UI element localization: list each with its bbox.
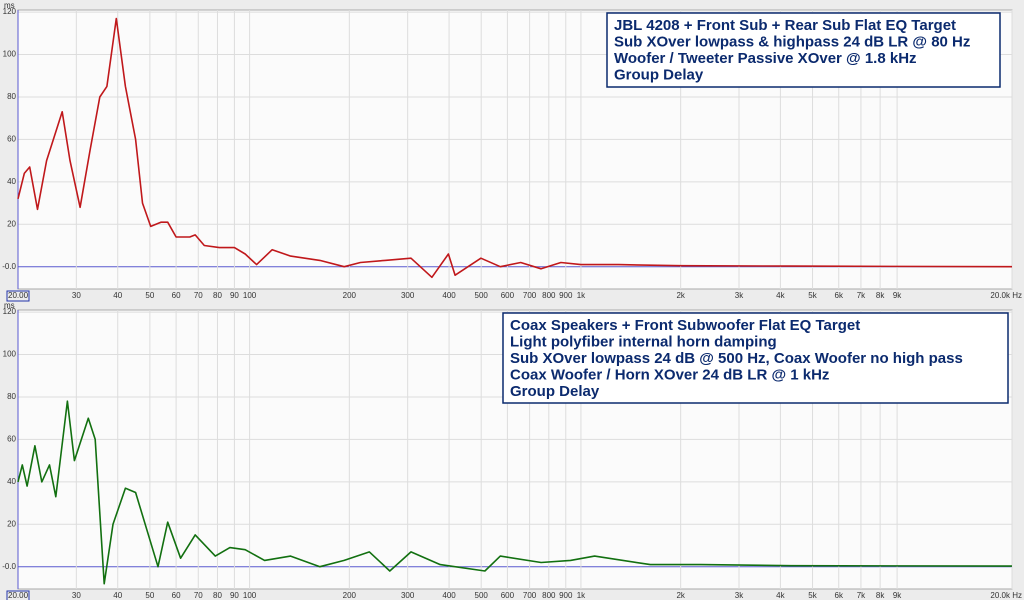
y-tick-label: 40 (7, 177, 16, 186)
annotation-box (502, 312, 1009, 404)
x-tick-label: 500 (475, 591, 489, 600)
annotation-line: Woofer / Tweeter Passive XOver @ 1.8 kHz (614, 50, 917, 67)
annotation-line: JBL 4208 + Front Sub + Rear Sub Flat EQ … (614, 17, 956, 34)
x-tick-label: 700 (523, 291, 537, 300)
annotation-line: Sub XOver lowpass 24 dB @ 500 Hz, Coax W… (510, 350, 963, 367)
annotation-line: Sub XOver lowpass & highpass 24 dB LR @ … (614, 34, 970, 51)
y-tick-label: 60 (7, 435, 16, 444)
x-tick-label: 6k (835, 591, 844, 600)
x-tick-label: 600 (501, 591, 515, 600)
x-tick-label: 9k (893, 291, 902, 300)
annotation-box (606, 12, 1001, 88)
x-tick-label: 4k (776, 591, 785, 600)
group-delay-line (17, 17, 1013, 279)
x-start-box (6, 590, 30, 600)
x-tick-label: 500 (475, 291, 489, 300)
annotation-line: Group Delay (614, 67, 704, 84)
x-start-box (6, 290, 30, 302)
x-tick-label: 40 (113, 591, 122, 600)
y-tick-label: 60 (7, 135, 16, 144)
x-tick-label: 1k (577, 591, 586, 600)
x-tick-label: 20.00 (8, 291, 29, 300)
x-tick-label: 50 (145, 291, 154, 300)
x-tick-label: 3k (735, 591, 744, 600)
y-tick-label: 20 (7, 219, 16, 228)
x-tick-label: 70 (194, 291, 203, 300)
annotation-line: Coax Speakers + Front Subwoofer Flat EQ … (510, 317, 860, 334)
y-tick-label: 120 (3, 7, 17, 16)
x-tick-label: 900 (559, 291, 573, 300)
x-tick-label: 5k (808, 591, 817, 600)
x-tick-label: 4k (776, 291, 785, 300)
y-axis-unit: ms (4, 301, 15, 310)
annotation-line: Light polyfiber internal horn damping (510, 334, 777, 351)
y-tick-label: 100 (3, 350, 17, 359)
x-tick-label: 8k (876, 291, 885, 300)
x-tick-label: 1k (577, 291, 586, 300)
x-tick-label: 400 (442, 591, 456, 600)
x-tick-label: 400 (442, 291, 456, 300)
y-tick-label: 80 (7, 92, 16, 101)
x-tick-label: 800 (542, 291, 556, 300)
x-tick-label: 2k (676, 591, 685, 600)
y-tick-label: 40 (7, 477, 16, 486)
y-tick-label: 120 (3, 307, 17, 316)
x-tick-label: 900 (559, 591, 573, 600)
annotation-line: Coax Woofer / Horn XOver 24 dB LR @ 1 kH… (510, 367, 829, 384)
x-tick-label: 20.0k Hz (990, 591, 1022, 600)
x-tick-label: 3k (735, 291, 744, 300)
y-axis-unit: ms (4, 1, 15, 10)
x-tick-label: 200 (343, 591, 357, 600)
x-tick-label: 8k (876, 591, 885, 600)
x-tick-label: 700 (523, 591, 537, 600)
x-tick-label: 80 (213, 291, 222, 300)
x-tick-label: 50 (145, 591, 154, 600)
y-tick-label: -0.0 (2, 262, 16, 271)
x-tick-label: 5k (808, 291, 817, 300)
x-tick-label: 9k (893, 591, 902, 600)
x-tick-label: 90 (230, 591, 239, 600)
x-tick-label: 30 (72, 291, 81, 300)
y-tick-label: 100 (3, 50, 17, 59)
x-tick-label: 100 (243, 591, 257, 600)
x-tick-label: 70 (194, 591, 203, 600)
x-tick-label: 6k (835, 291, 844, 300)
x-tick-label: 300 (401, 291, 415, 300)
y-tick-label: -0.0 (2, 562, 16, 571)
y-tick-label: 20 (7, 519, 16, 528)
x-tick-label: 30 (72, 591, 81, 600)
x-tick-label: 90 (230, 291, 239, 300)
x-tick-label: 40 (113, 291, 122, 300)
x-tick-label: 7k (857, 591, 866, 600)
x-tick-label: 7k (857, 291, 866, 300)
x-tick-label: 300 (401, 591, 415, 600)
annotation-line: Group Delay (510, 383, 600, 400)
x-tick-label: 2k (676, 291, 685, 300)
y-tick-label: 80 (7, 392, 16, 401)
x-tick-label: 20.00 (8, 591, 29, 600)
x-tick-label: 20.0k Hz (990, 291, 1022, 300)
x-tick-label: 600 (501, 291, 515, 300)
x-tick-label: 80 (213, 591, 222, 600)
x-tick-label: 60 (172, 591, 181, 600)
x-tick-label: 60 (172, 291, 181, 300)
x-tick-label: 100 (243, 291, 257, 300)
group-delay-line (17, 400, 1013, 585)
x-tick-label: 800 (542, 591, 556, 600)
x-tick-label: 200 (343, 291, 357, 300)
